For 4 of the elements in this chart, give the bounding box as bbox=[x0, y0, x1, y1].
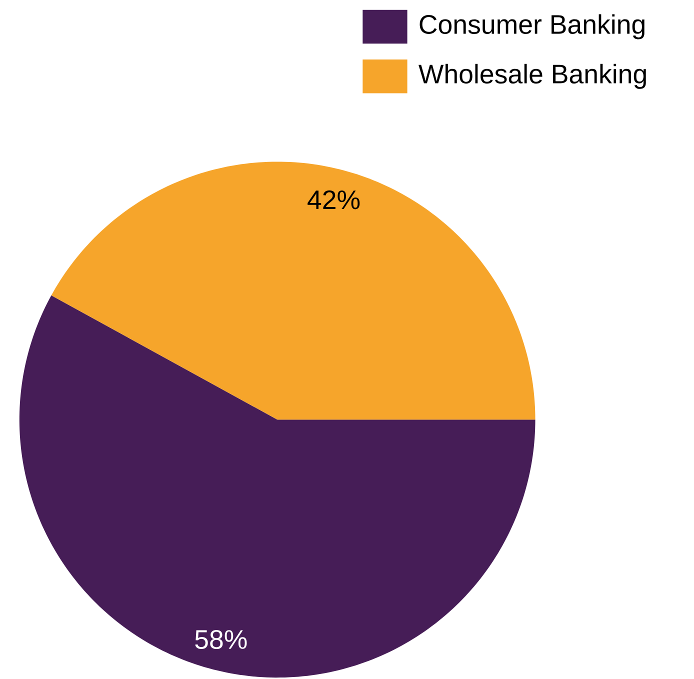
data-label: 42% bbox=[308, 190, 360, 210]
legend-label: Wholesale Banking bbox=[418, 64, 646, 90]
legend-label: Consumer Banking bbox=[420, 14, 644, 40]
data-label: 58% bbox=[195, 630, 247, 650]
